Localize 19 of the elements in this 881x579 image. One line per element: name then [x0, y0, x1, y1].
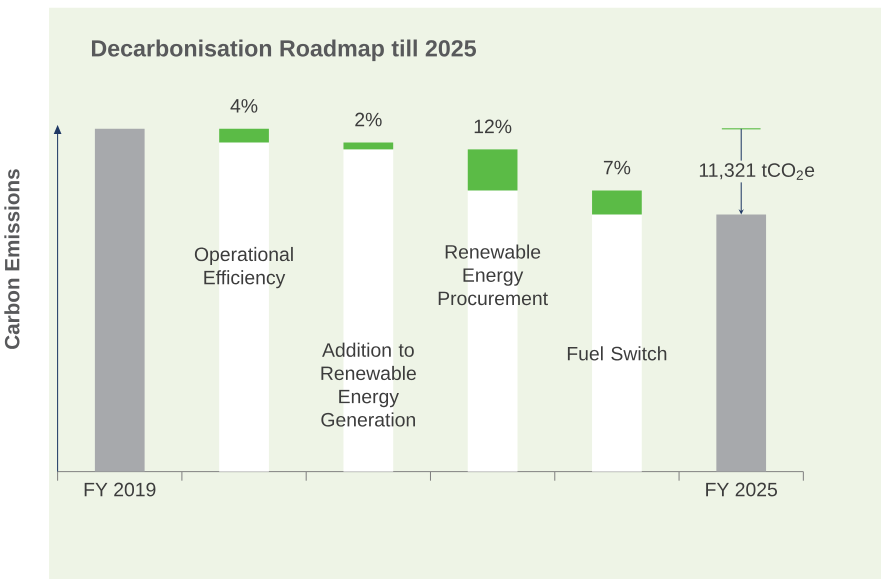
- bar: [219, 128, 269, 142]
- x-tick-label: Addition to Renewable Energy Generation: [321, 342, 416, 427]
- x-tick-label: Operational Efficiency: [194, 246, 293, 288]
- annotation: 11,321 tCO$_{2}$e: [700, 163, 814, 180]
- bar: [468, 149, 518, 190]
- bar: [592, 190, 642, 214]
- data-label: 7%: [604, 160, 630, 174]
- y-axis-title: Carbon Emissions: [4, 169, 20, 349]
- data-label: 12%: [474, 119, 512, 134]
- data-label: 2%: [355, 112, 382, 126]
- data-label: 4%: [230, 98, 258, 113]
- x-tick-label: Fuel Switch: [568, 346, 666, 360]
- chart-title: Decarbonisation Roadmap till 2025: [92, 39, 476, 62]
- x-tick-label: FY 2019: [84, 482, 156, 496]
- x-tick-label: Renewable Energy Procurement: [438, 244, 548, 306]
- x-tick-label: FY 2025: [706, 482, 777, 496]
- bar: [343, 142, 394, 150]
- bar: [94, 128, 145, 472]
- bar: [716, 214, 766, 472]
